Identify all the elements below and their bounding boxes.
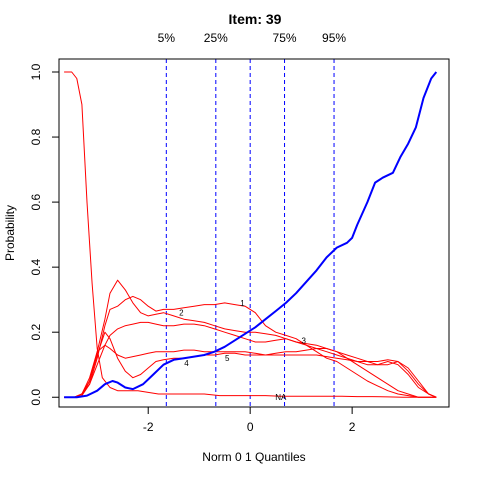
y-tick-label: 0.6 xyxy=(29,193,43,210)
series-label: 2 xyxy=(179,309,184,318)
quantile-label: 5% xyxy=(158,31,176,45)
series-line-3 xyxy=(64,321,437,398)
series-line-key xyxy=(64,71,438,399)
y-tick-label: 0.0 xyxy=(29,389,43,406)
y-axis-label: Probability xyxy=(3,205,17,261)
x-tick-label: 0 xyxy=(247,420,254,434)
y-tick-label: 1.0 xyxy=(29,63,43,80)
quantile-labels: 5% 25% 75% 95% xyxy=(158,31,347,45)
y-tick-label: 0.2 xyxy=(29,324,43,341)
series-line-5 xyxy=(64,344,437,398)
series-label: 3 xyxy=(301,336,306,345)
quantile-label: 75% xyxy=(273,31,297,45)
series-label: NA xyxy=(275,393,287,402)
series-line-4 xyxy=(64,331,437,398)
quantile-label: 25% xyxy=(204,31,228,45)
series-line-1 xyxy=(64,295,437,398)
x-tick-label: 2 xyxy=(349,420,356,434)
series-label: 5 xyxy=(225,354,230,363)
y-tick-label: 0.8 xyxy=(29,128,43,145)
chart-title: Item: 39 xyxy=(229,11,282,27)
series-label: 1 xyxy=(240,299,245,308)
y-tick-label: 0.4 xyxy=(29,258,43,275)
quantile-label: 95% xyxy=(322,31,346,45)
plot-area: 1 2 3 4 5 NA xyxy=(64,59,438,407)
y-axis: 0.0 0.2 0.4 0.6 0.8 1.0 xyxy=(29,63,60,406)
series-line-2 xyxy=(64,279,437,398)
series-line-NA xyxy=(64,71,437,398)
x-tick-label: -2 xyxy=(143,420,154,434)
x-axis-label: Norm 0 1 Quantiles xyxy=(202,450,305,464)
series-label: 4 xyxy=(184,359,189,368)
x-axis: -2 0 2 xyxy=(143,406,356,434)
